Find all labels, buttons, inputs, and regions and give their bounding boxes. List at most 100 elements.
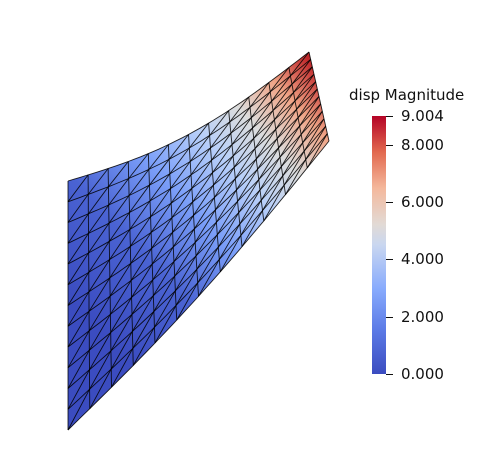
- mesh-line-diagonal: [272, 83, 293, 111]
- mesh-line-diagonal: [152, 261, 175, 296]
- mesh-line-diagonal: [174, 242, 196, 277]
- colorbar-tick-label: 9.004: [401, 107, 444, 125]
- mesh-line-diagonal: [149, 173, 171, 202]
- mesh-line-diagonal: [110, 331, 133, 370]
- mesh-line-diagonal: [210, 121, 231, 149]
- mesh-line-diagonal: [216, 189, 237, 223]
- mesh-line-diagonal: [67, 388, 90, 431]
- colorbar-tick-mark: [386, 317, 393, 318]
- mesh-line-diagonal: [88, 204, 110, 234]
- mesh-line-diagonal: [211, 133, 232, 161]
- colorbar-tick-mark: [386, 202, 393, 203]
- mesh-line-diagonal: [300, 103, 322, 135]
- mesh-line-diagonal: [173, 228, 195, 262]
- mesh-line-diagonal: [148, 144, 169, 170]
- mesh-line-diagonal: [188, 122, 209, 149]
- mesh-line-diagonal: [67, 252, 89, 286]
- mesh-line-diagonal: [132, 295, 154, 332]
- mesh-line-diagonal: [229, 96, 250, 123]
- colorbar-tick-label: 4.000: [401, 250, 444, 268]
- mesh-line-diagonal: [67, 311, 90, 348]
- mesh-line-diagonal: [216, 201, 238, 235]
- mesh-line-diagonal: [254, 119, 275, 149]
- mesh-line-diagonal: [195, 222, 217, 257]
- mesh-line-diagonal: [129, 200, 151, 230]
- colorbar-tick-label: 8.000: [401, 136, 444, 154]
- mesh-line-diagonal: [132, 326, 155, 366]
- mesh-line-diagonal: [152, 246, 174, 281]
- mesh-line-diagonal: [128, 153, 149, 179]
- mesh-line-diagonal: [303, 118, 325, 152]
- mesh-line-diagonal: [278, 117, 299, 149]
- mesh-line-diagonal: [299, 96, 320, 127]
- mesh-line-diagonal: [169, 147, 190, 175]
- mesh-line-diagonal: [108, 161, 129, 187]
- colorbar-tick-mark: [386, 259, 393, 260]
- mesh-line-diagonal: [190, 147, 211, 176]
- mesh-line-diagonal: [88, 314, 111, 351]
- mesh-surface: [68, 52, 329, 430]
- mesh-line-diagonal: [233, 138, 255, 168]
- mesh-line-diagonal: [67, 272, 90, 306]
- mesh-line-diagonal: [111, 348, 134, 388]
- colorbar-tick-label: 2.000: [401, 308, 444, 326]
- mesh-line-diagonal: [67, 330, 90, 369]
- mesh-line-diagonal: [209, 110, 230, 136]
- mesh-line-diagonal: [214, 167, 235, 198]
- mesh-line-diagonal: [294, 74, 315, 102]
- mesh-line-diagonal: [130, 232, 152, 264]
- mesh-line-diagonal: [154, 305, 177, 344]
- mesh-line-diagonal: [109, 246, 131, 279]
- mesh-line-diagonal: [88, 277, 111, 312]
- mesh-line-diagonal: [149, 159, 170, 186]
- mesh-line-diagonal: [196, 234, 218, 270]
- mesh-line-diagonal: [275, 100, 296, 130]
- mesh-line-diagonal: [255, 128, 277, 160]
- mesh-line-diagonal: [67, 194, 89, 223]
- mesh-line-diagonal: [110, 297, 132, 333]
- mesh-line-diagonal: [285, 159, 307, 195]
- mesh-line-diagonal: [194, 209, 216, 243]
- mesh-line-diagonal: [293, 66, 313, 93]
- mesh-line-diagonal: [271, 75, 291, 102]
- mesh-line-diagonal: [241, 210, 263, 247]
- mesh-line-diagonal: [240, 199, 262, 236]
- mesh-line-diagonal: [89, 368, 112, 409]
- mesh-line-diagonal: [171, 188, 193, 218]
- mesh-line-diagonal: [218, 223, 241, 260]
- mesh-line-diagonal: [253, 110, 274, 139]
- mesh-line-diagonal: [108, 212, 130, 242]
- mesh-line-diagonal: [217, 212, 240, 248]
- mesh-line-diagonal: [262, 175, 284, 211]
- mesh-line-diagonal: [252, 100, 272, 129]
- mesh-line-diagonal: [259, 156, 281, 191]
- colorbar-title: disp Magnitude: [349, 86, 465, 104]
- mesh-grid-lines: [67, 51, 330, 431]
- mesh-line-diagonal: [88, 222, 110, 254]
- mesh-line-diagonal: [67, 291, 90, 327]
- mesh-line-diagonal: [128, 169, 150, 196]
- mesh-line-diagonal: [306, 133, 328, 169]
- mesh-line-diagonal: [88, 295, 111, 332]
- mesh-line-diagonal: [170, 174, 192, 204]
- mesh-line-diagonal: [132, 311, 155, 349]
- mesh-line-diagonal: [151, 232, 173, 265]
- mesh-line-diagonal: [219, 235, 242, 273]
- mesh-line-diagonal: [296, 81, 317, 110]
- mesh-line-diagonal: [236, 158, 257, 191]
- mesh-line-diagonal: [191, 160, 212, 189]
- mesh-line-diagonal: [237, 169, 258, 202]
- mesh-line-diagonal: [232, 127, 253, 157]
- colorbar-gradient: [372, 116, 386, 374]
- mesh-line-diagonal: [269, 67, 290, 93]
- mesh-line-diagonal: [110, 314, 133, 352]
- mesh-line-diagonal: [131, 279, 154, 315]
- mesh-line-diagonal: [110, 280, 132, 315]
- mesh-line-diagonal: [212, 144, 233, 173]
- mesh-line-diagonal: [87, 168, 109, 195]
- mesh-line-diagonal: [67, 233, 89, 265]
- mesh-line-diagonal: [297, 88, 318, 118]
- mesh-line-diagonal: [302, 111, 323, 144]
- mesh-line-diagonal: [151, 217, 173, 249]
